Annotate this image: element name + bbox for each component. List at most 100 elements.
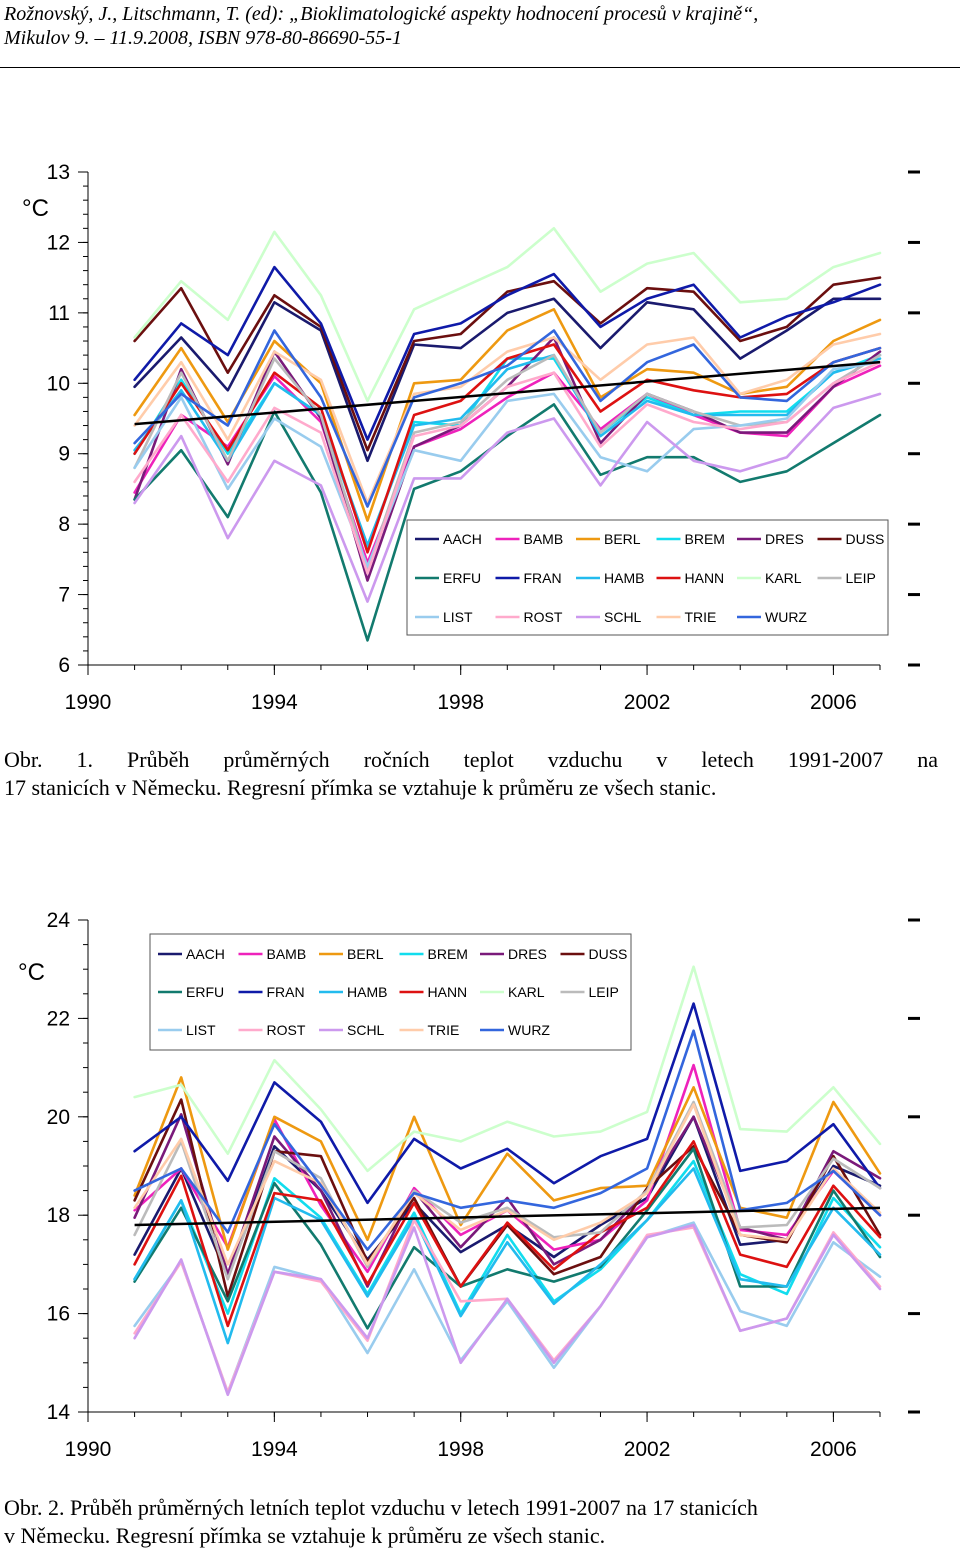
x-tick-label: 1990 <box>65 691 112 710</box>
series-line-schl <box>133 392 882 603</box>
x-tick-label: 1994 <box>251 691 298 710</box>
series-line-aach <box>133 297 882 463</box>
legend-item-rost: ROST <box>495 609 563 625</box>
legend-item-karl: KARL <box>737 570 802 586</box>
legend-label: TRIE <box>428 1022 460 1038</box>
series-line-fran <box>133 1002 882 1205</box>
legend-label: LEIP <box>846 570 876 586</box>
legend-item-wurz: WURZ <box>480 1022 550 1038</box>
legend-item-berl: BERL <box>576 531 641 547</box>
figure-2-chart: 14 16 18 20 22 24 1990 1994 1998 2002 2006 °C AACH BA… <box>0 900 960 1480</box>
legend-box <box>149 933 632 1051</box>
figure-2-caption-line-1: Obr. 2. Průběh průměrných letních teplot… <box>4 1495 758 1520</box>
legend-label: WURZ <box>508 1022 550 1038</box>
x-tick-label: 1994 <box>251 1438 298 1461</box>
legend-label: BAMB <box>524 531 564 547</box>
series-line-trie <box>133 1103 882 1266</box>
y-tick-label: 20 <box>47 1106 70 1129</box>
series-line-wurz <box>133 329 882 508</box>
legend-label: LEIP <box>589 984 619 1000</box>
legend-item-duss: DUSS <box>817 531 884 547</box>
unit-label: °C <box>18 959 45 986</box>
legend-item-list: LIST <box>158 1022 216 1038</box>
legend-label: DUSS <box>589 946 628 962</box>
legend-item-bamb: BAMB <box>238 946 307 962</box>
legend-item-hamb: HAMB <box>319 984 387 1000</box>
y-tick-label: 13 <box>47 161 70 184</box>
y-tick-label: 22 <box>47 1007 70 1030</box>
series-line-schl <box>133 1223 882 1397</box>
legend-label: KARL <box>508 984 545 1000</box>
y-tick-label: 12 <box>47 231 70 254</box>
legend-label: BREM <box>428 946 468 962</box>
legend-label: SCHL <box>604 609 642 625</box>
legend-item-berl: BERL <box>319 946 384 962</box>
legend-label: FRAN <box>524 570 562 586</box>
legend-item-fran: FRAN <box>495 570 562 586</box>
legend-item-erfu: ERFU <box>415 570 481 586</box>
figure-1-caption-line-1: Obr. 1. Průběh průměrných ročních teplot… <box>4 747 938 772</box>
legend-item-brem: BREM <box>656 531 725 547</box>
y-tick-label: 14 <box>47 1401 71 1424</box>
series-line-hann <box>133 343 882 554</box>
x-tick-label: 2002 <box>624 1438 671 1461</box>
x-tick-label: 1998 <box>437 691 484 710</box>
legend-label: BREM <box>685 531 725 547</box>
figure-2-caption: Obr. 2. Průběh průměrných letních teplot… <box>4 1494 938 1550</box>
legend-label: BERL <box>347 946 384 962</box>
series-line-erfu <box>133 403 882 642</box>
figure-1-caption: Obr. 1. Průběh průměrných ročních teplot… <box>4 746 938 802</box>
legend-item-dres: DRES <box>480 946 547 962</box>
legend-label: AACH <box>186 946 225 962</box>
legend-label: AACH <box>443 531 482 547</box>
x-tick-label: 2006 <box>810 691 857 710</box>
series-line-list <box>133 360 882 568</box>
legend-label: HANN <box>685 570 725 586</box>
figure-1-svg: 6 7 8 9 10 11 12 13 1990 1994 1998 2002 2006 °C AACH BA… <box>22 161 920 710</box>
proceedings-header: Rožnovský, J., Litschmann, T. (ed): „Bio… <box>4 2 954 50</box>
header-rule <box>0 67 960 68</box>
series-line-berl <box>133 308 882 522</box>
legend-label: KARL <box>765 570 802 586</box>
legend-label: FRAN <box>267 984 305 1000</box>
legend-label: HAMB <box>604 570 644 586</box>
legend-item-fran: FRAN <box>238 984 305 1000</box>
figure-2-caption-line-2: v Německu. Regresní přímka se vztahuje k… <box>4 1523 606 1548</box>
series-line-karl <box>133 227 882 403</box>
legend-item-aach: AACH <box>415 531 482 547</box>
x-tick-label: 2006 <box>810 1438 857 1461</box>
legend-box <box>406 519 889 636</box>
series-line-rost <box>133 360 882 575</box>
x-tick-label: 2002 <box>624 691 671 710</box>
legend-item-trie: TRIE <box>399 1022 460 1038</box>
legend: AACH BAMB BERL BREM DRES DUSS ERFU FRAN HAMB HANN… <box>406 519 889 636</box>
legend-item-brem: BREM <box>399 946 468 962</box>
legend-label: BERL <box>604 531 641 547</box>
legend-item-erfu: ERFU <box>158 984 224 1000</box>
x-tick-label: 1998 <box>437 1438 484 1461</box>
series-line-rost <box>133 1218 882 1394</box>
series-line-duss <box>133 276 882 452</box>
legend-item-duss: DUSS <box>560 946 628 962</box>
legend-item-leip: LEIP <box>817 570 876 586</box>
legend-label: ROST <box>524 609 563 625</box>
figure-1-caption-line-2: 17 stanicích v Německu. Regresní přímka … <box>4 775 717 800</box>
series-line-wurz <box>133 1029 882 1251</box>
legend-label: HAMB <box>347 984 387 1000</box>
legend-item-wurz: WURZ <box>737 609 807 625</box>
legend: AACH BAMB BERL BREM DRES DUSS ERFU FRAN HAMB HANN… <box>149 933 632 1051</box>
y-tick-label: 8 <box>58 513 70 536</box>
legend-item-schl: SCHL <box>576 609 642 625</box>
regression-line <box>134 1206 881 1227</box>
series-line-list <box>133 1221 882 1394</box>
legend-label: SCHL <box>347 1022 385 1038</box>
legend-item-hamb: HAMB <box>576 570 644 586</box>
legend-label: ERFU <box>186 984 224 1000</box>
legend-label: BAMB <box>267 946 307 962</box>
header-line-2: Mikulov 9. – 11.9.2008, ISBN 978-80-8669… <box>4 27 402 49</box>
legend-item-dres: DRES <box>737 531 804 547</box>
legend-item-list: LIST <box>415 609 473 625</box>
legend-item-aach: AACH <box>158 946 225 962</box>
series-line-hamb <box>133 353 882 547</box>
figure-1-chart: 6 7 8 9 10 11 12 13 1990 1994 1998 2002 2006 °C AACH BA… <box>0 150 960 710</box>
